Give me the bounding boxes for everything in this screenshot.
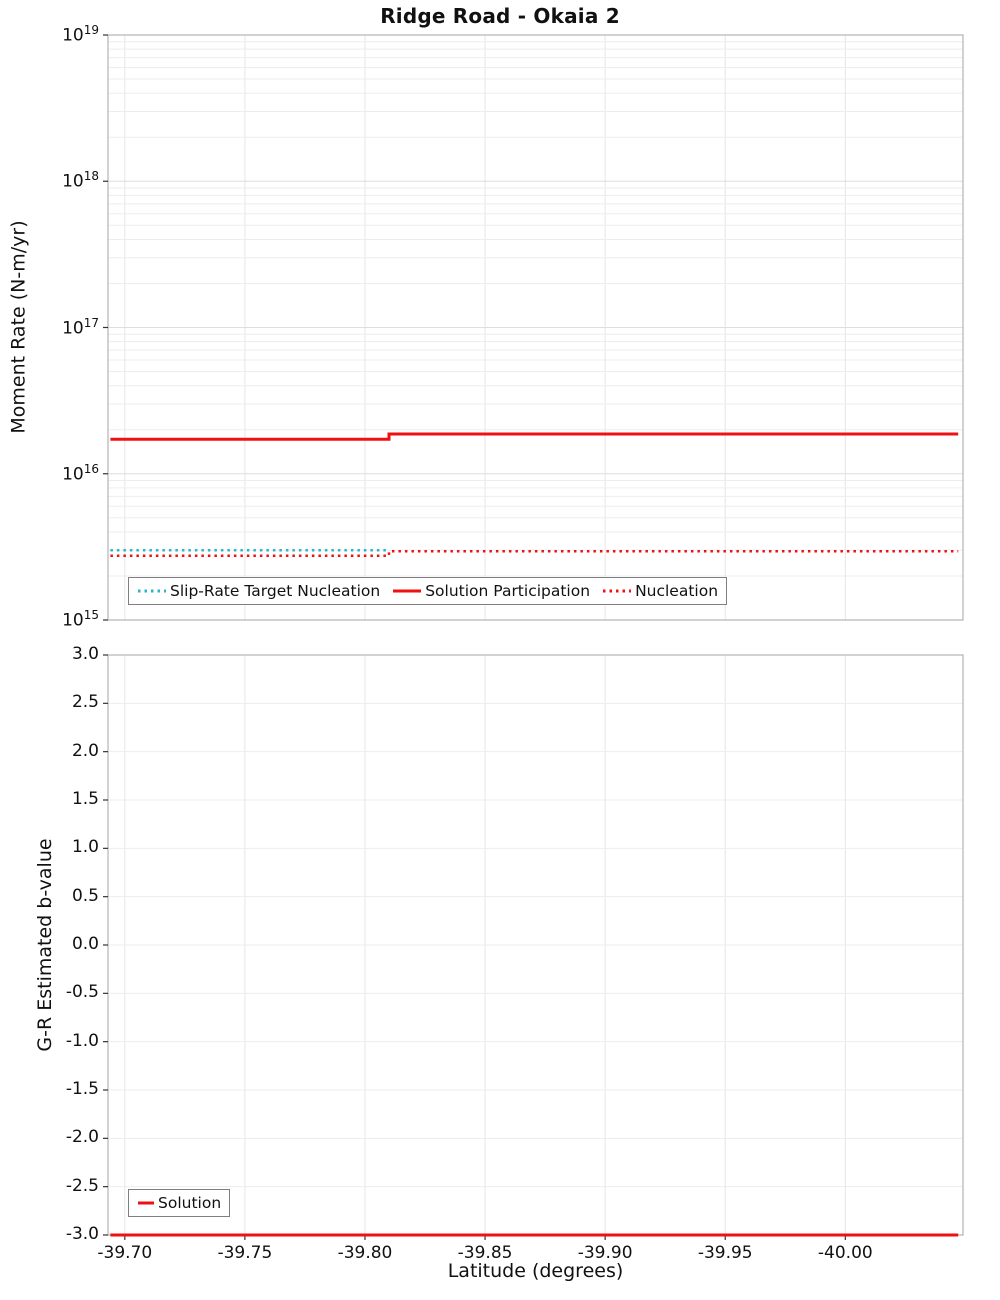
x-tick-label: -39.80 [337, 1243, 393, 1263]
chart-title: Ridge Road - Okaia 2 [380, 4, 620, 28]
x-tick-label: -39.90 [577, 1243, 633, 1263]
y-tick-label: -0.5 [65, 982, 99, 1003]
y-tick-label: -1.5 [65, 1079, 99, 1099]
x-axis-label: Latitude (degrees) [447, 1260, 624, 1282]
y-tick-label: 0.0 [71, 934, 99, 954]
y-axis-label-moment-rate: Moment Rate (N-m/yr) [7, 220, 30, 434]
x-tick-label: -39.95 [697, 1243, 753, 1263]
series-line-solution-participation [110, 432, 959, 441]
y-tick-label: 1017 [62, 315, 99, 339]
y-tick-label: -3.0 [65, 1224, 99, 1244]
y-tick-label: 2.0 [71, 740, 99, 761]
y-tick-label: 1.5 [71, 789, 99, 809]
y-tick-label: 1015 [62, 608, 99, 631]
legend-item: Nucleation [602, 582, 718, 600]
legend-label: Nucleation [635, 582, 719, 600]
y-tick-label: 1.0 [71, 837, 99, 858]
legend-item: Solution [137, 1194, 221, 1212]
legend-line-swatch [138, 1201, 154, 1205]
y-tick-label: 1016 [62, 461, 99, 485]
legend-line-swatch [138, 589, 166, 593]
y-tick-label: 0.5 [71, 885, 99, 906]
legend-item: Slip-Rate Target Nucleation [137, 582, 380, 600]
y-tick-label: -2.5 [65, 1175, 99, 1196]
legend-line-swatch [603, 589, 632, 593]
y-tick-label: 2.5 [71, 692, 99, 713]
legend-label: Solution [158, 1194, 222, 1212]
legend-b-value: Solution [128, 1189, 231, 1217]
y-tick-label: 1019 [62, 23, 99, 46]
y-tick-label: 1018 [62, 169, 99, 192]
x-tick-label: -40.00 [817, 1243, 873, 1263]
x-tick-label: -39.70 [97, 1243, 153, 1263]
series-line-nucleation [110, 550, 959, 557]
y-tick-label: -2.0 [65, 1127, 99, 1148]
x-tick-label: -39.75 [217, 1243, 273, 1263]
legend-label: Slip-Rate Target Nucleation [170, 582, 381, 600]
y-tick-label: 3.0 [71, 644, 99, 664]
y-tick-label: -1.0 [65, 1030, 99, 1051]
legend-line-swatch [393, 589, 422, 593]
legend-moment-rate: Slip-Rate Target Nucleation Solution Part… [128, 577, 728, 605]
legend-label: Solution Participation [425, 582, 591, 600]
x-tick-label: -39.85 [457, 1243, 513, 1263]
legend-item: Solution Participation [392, 582, 590, 600]
